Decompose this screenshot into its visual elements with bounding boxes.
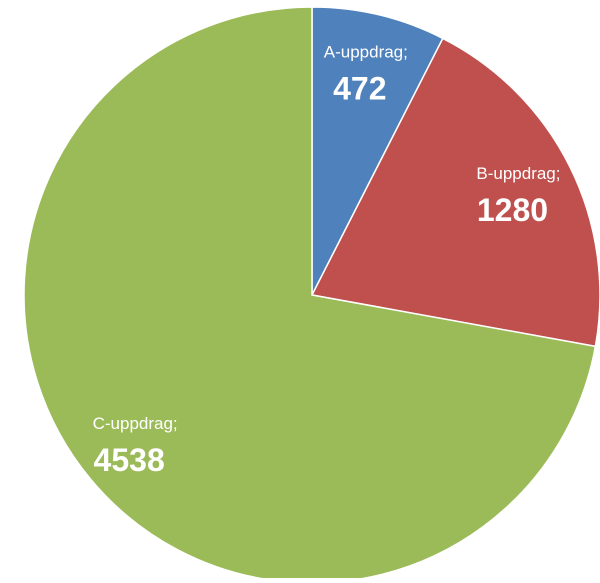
slice-value: 4538	[94, 442, 165, 478]
slice-name: A-uppdrag;	[324, 42, 408, 61]
slice-name: C-uppdrag;	[93, 414, 178, 433]
slice-name: B-uppdrag;	[476, 164, 560, 183]
slice-value: 472	[333, 70, 386, 106]
slice-value: 1280	[477, 192, 548, 228]
pie-slice	[23, 6, 597, 583]
pie-slice	[311, 6, 444, 296]
